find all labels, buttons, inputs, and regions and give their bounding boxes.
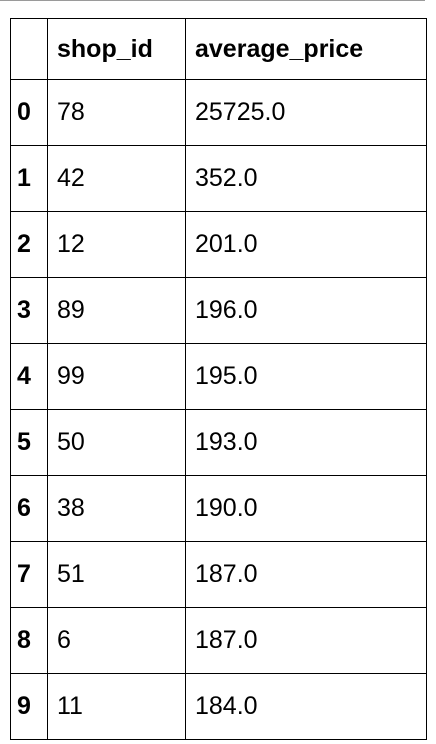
- shop-id-cell: 42: [47, 145, 186, 212]
- row-index: 8: [10, 607, 48, 674]
- average-price-cell: 25725.0: [185, 79, 427, 146]
- average-price-cell: 201.0: [185, 211, 427, 278]
- shop-id-cell: 11: [47, 673, 186, 740]
- table-row: 6 38 190.0: [10, 475, 427, 542]
- row-index: 4: [10, 343, 48, 410]
- index-header: [10, 18, 48, 80]
- row-index: 0: [10, 79, 48, 146]
- shop-id-cell: 99: [47, 343, 186, 410]
- average-price-cell: 190.0: [185, 475, 427, 542]
- table-row: 5 50 193.0: [10, 409, 427, 476]
- column-header-average-price: average_price: [185, 18, 427, 80]
- row-index: 9: [10, 673, 48, 740]
- table-row: 7 51 187.0: [10, 541, 427, 608]
- table-row: 1 42 352.0: [10, 145, 427, 212]
- row-index: 5: [10, 409, 48, 476]
- row-index: 2: [10, 211, 48, 278]
- average-price-cell: 187.0: [185, 541, 427, 608]
- table-row: 4 99 195.0: [10, 343, 427, 410]
- header-row: shop_id average_price: [10, 18, 427, 80]
- row-index: 7: [10, 541, 48, 608]
- shop-id-cell: 38: [47, 475, 186, 542]
- row-index: 1: [10, 145, 48, 212]
- row-index: 3: [10, 277, 48, 344]
- average-price-cell: 352.0: [185, 145, 427, 212]
- average-price-cell: 195.0: [185, 343, 427, 410]
- average-price-cell: 196.0: [185, 277, 427, 344]
- shop-id-cell: 89: [47, 277, 186, 344]
- row-index: 6: [10, 475, 48, 542]
- shop-id-cell: 6: [47, 607, 186, 674]
- average-price-cell: 184.0: [185, 673, 427, 740]
- average-price-cell: 187.0: [185, 607, 427, 674]
- table-row: 2 12 201.0: [10, 211, 427, 278]
- column-header-shop-id: shop_id: [47, 18, 186, 80]
- shop-id-cell: 78: [47, 79, 186, 146]
- shop-id-cell: 12: [47, 211, 186, 278]
- table-row: 8 6 187.0: [10, 607, 427, 674]
- average-price-cell: 193.0: [185, 409, 427, 476]
- table-row: 0 78 25725.0: [10, 79, 427, 146]
- dataframe-table: shop_id average_price 0 78 25725.0 1 42 …: [10, 18, 427, 740]
- shop-id-cell: 50: [47, 409, 186, 476]
- table-row: 3 89 196.0: [10, 277, 427, 344]
- shop-id-cell: 51: [47, 541, 186, 608]
- table-row: 9 11 184.0: [10, 673, 427, 740]
- output-divider: [0, 0, 425, 1]
